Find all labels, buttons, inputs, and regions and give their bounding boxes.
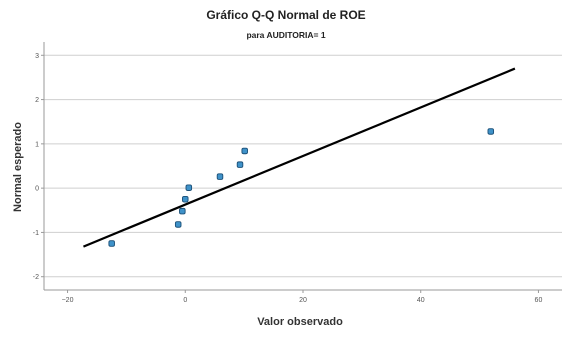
data-point (174, 221, 182, 228)
x-tick-label: 40 (417, 297, 425, 304)
data-point (216, 173, 224, 180)
data-point (185, 184, 193, 191)
y-tick-label: 3 (35, 53, 39, 60)
chart-subtitle: para AUDITORIA= 1 (246, 30, 325, 40)
data-point (182, 195, 189, 203)
data-point (236, 161, 244, 168)
data-point (108, 240, 115, 247)
chart-title: Gráfico Q-Q Normal de ROE (206, 8, 365, 22)
x-tick-label: 0 (183, 297, 187, 304)
x-tick-label: −20 (62, 297, 74, 304)
x-tick-label: 20 (299, 297, 307, 304)
y-tick-label: 2 (35, 97, 39, 104)
normal-reference-line (83, 67, 516, 248)
data-point (487, 128, 495, 135)
y-tick-label: -1 (33, 230, 39, 237)
y-tick-label: 0 (35, 186, 39, 193)
data-point (241, 147, 248, 155)
y-tick-label: 1 (35, 141, 39, 148)
x-axis-label: Valor observado (257, 316, 343, 328)
plot-area: -2 -1 0 1 2 3 −20 0 20 40 60 (33, 42, 562, 304)
data-point (179, 207, 186, 215)
y-axis-label: Normal esperado (12, 122, 24, 212)
y-tick-label: -2 (33, 274, 39, 281)
x-tick-label: 60 (535, 297, 543, 304)
